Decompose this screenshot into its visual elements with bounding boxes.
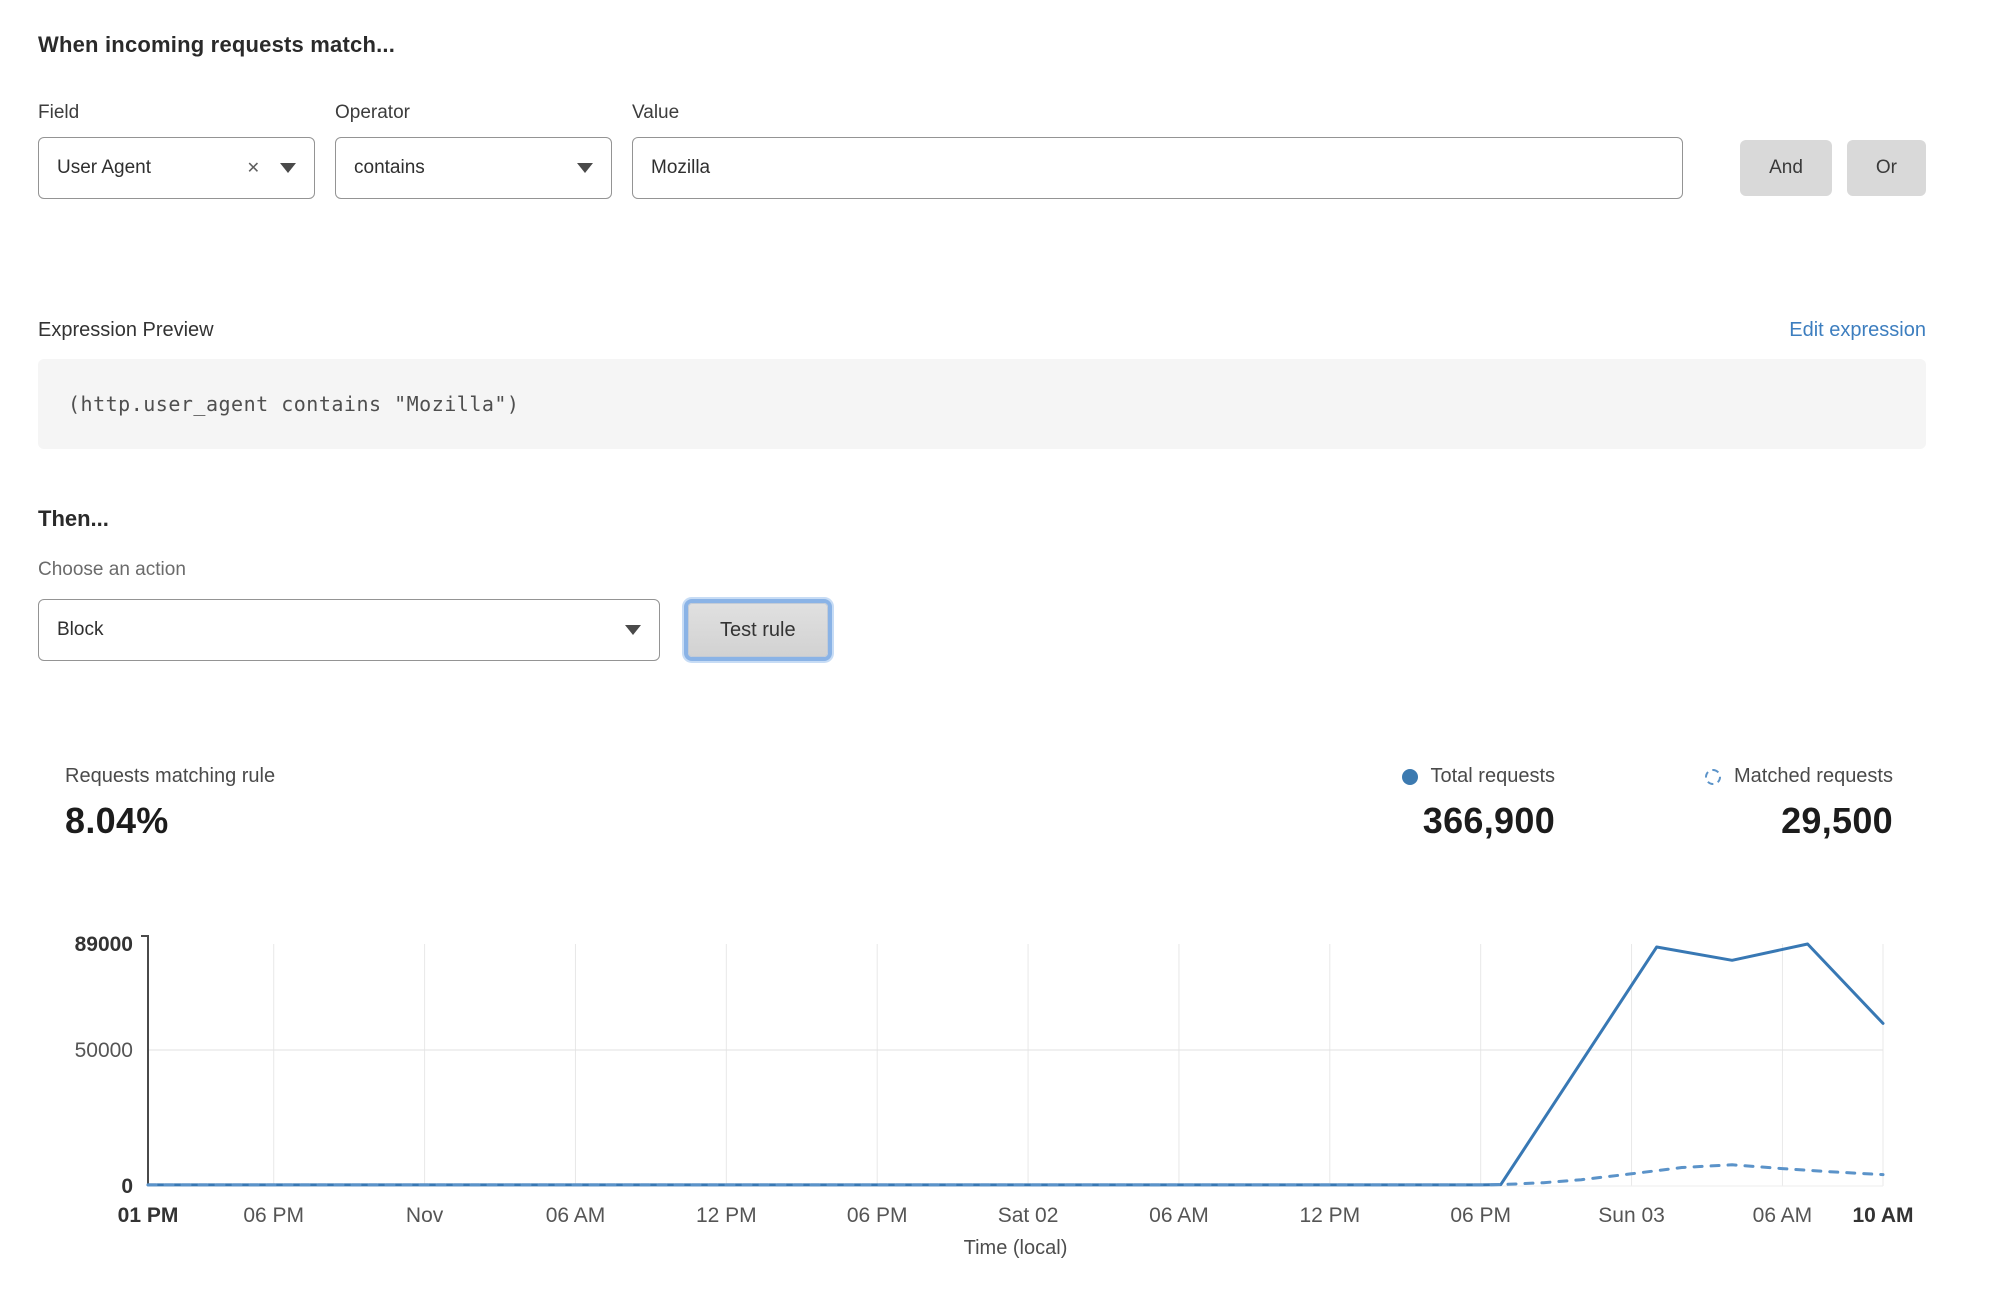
stat-matching: Requests matching rule 8.04% [65,765,275,842]
svg-text:0: 0 [121,1175,133,1198]
total-requests-legend-icon [1401,768,1418,785]
stat-matched-value: 29,500 [1781,800,1893,841]
chevron-down-icon [577,163,593,173]
svg-text:06 PM: 06 PM [847,1204,908,1227]
operator-label: Operator [335,102,410,123]
svg-text:Sun 03: Sun 03 [1598,1204,1665,1227]
stat-total-value: 366,900 [1422,800,1556,841]
svg-text:Nov: Nov [406,1204,444,1227]
svg-text:10 AM: 10 AM [1852,1204,1913,1227]
svg-text:12 PM: 12 PM [696,1204,757,1227]
matched-requests-legend-icon [1705,768,1722,785]
value-label: Value [632,102,680,123]
requests-chart: 0 50000 89000 01 PM 06 PM Nov 06 AM 12 PM 06 PM S… [38,928,1926,1258]
chevron-down-icon [280,163,296,173]
action-select-value: Block [57,619,104,640]
svg-text:Sat 02: Sat 02 [998,1204,1059,1227]
then-heading: Then... [38,506,109,531]
stat-total-label: Total requests [1430,765,1556,787]
value-input[interactable] [632,137,1684,199]
operator-select[interactable]: contains [335,137,612,199]
field-select-value: User Agent [57,157,151,178]
rule-builder-row: Field User Agent ✕ Operator contains Val… [38,102,1926,199]
stats-row: Requests matching rule 8.04% Total reque… [38,765,1926,842]
svg-text:89000: 89000 [75,933,133,956]
and-button[interactable]: And [1740,140,1832,196]
stat-matched-label: Matched requests [1734,765,1893,787]
svg-text:06 AM: 06 AM [1753,1204,1813,1227]
field-select[interactable]: User Agent ✕ [38,137,315,199]
chevron-down-icon [625,625,641,635]
requests-chart-svg: 0 50000 89000 01 PM 06 PM Nov 06 AM 12 PM 06 PM S… [75,933,1914,1258]
stat-matched: Matched requests 29,500 [1705,765,1893,842]
stat-total: Total requests 366,900 [1401,765,1556,842]
svg-text:06 AM: 06 AM [1149,1204,1209,1227]
stat-matching-value: 8.04% [65,800,169,841]
svg-text:06 PM: 06 PM [1450,1204,1511,1227]
svg-text:Time (local): Time (local) [964,1237,1068,1258]
svg-text:01 PM: 01 PM [118,1204,179,1227]
stat-matching-label: Requests matching rule [65,765,276,787]
edit-expression-link[interactable]: Edit expression [1789,319,1926,341]
svg-text:12 PM: 12 PM [1299,1204,1360,1227]
svg-text:06 AM: 06 AM [546,1204,606,1227]
operator-select-value: contains [354,157,425,178]
or-button[interactable]: Or [1846,140,1926,196]
test-rule-button[interactable]: Test rule [688,603,828,657]
expression-code: (http.user_agent contains "Mozilla") [38,359,1926,449]
expression-preview-label: Expression Preview [38,319,214,341]
action-select[interactable]: Block [38,599,660,661]
field-label: Field [38,102,80,123]
choose-action-label: Choose an action [38,559,186,580]
clear-icon[interactable]: ✕ [246,160,260,177]
svg-text:06 PM: 06 PM [243,1204,304,1227]
svg-text:50000: 50000 [75,1039,133,1062]
page-title: When incoming requests match... [38,32,396,57]
